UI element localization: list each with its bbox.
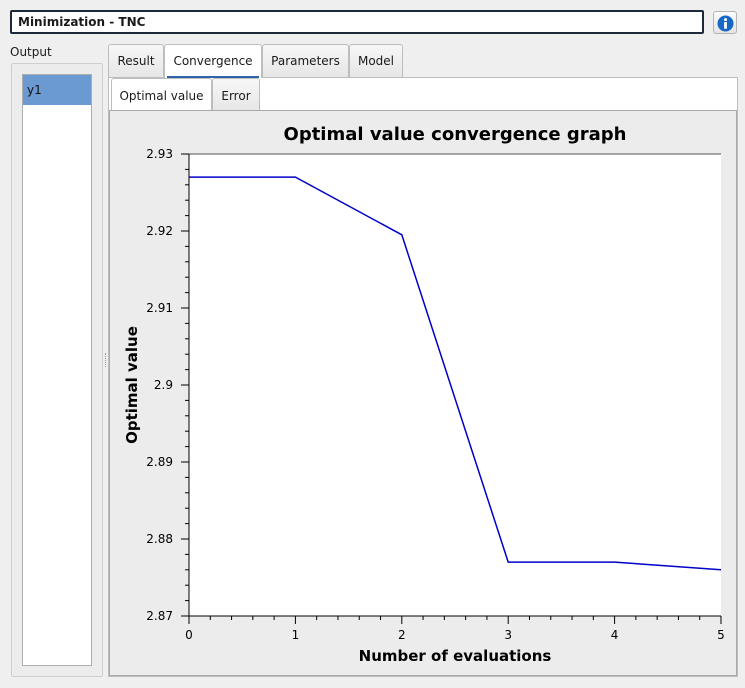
x-axis-label: Number of evaluations [359, 647, 552, 665]
subtab-optimal-value[interactable]: Optimal value [111, 78, 212, 112]
chart-title: Optimal value convergence graph [284, 124, 627, 145]
window-title-field[interactable]: Minimization - TNC [10, 10, 704, 34]
y-tick-label: 2.89 [146, 455, 173, 469]
tab-result[interactable]: Result [108, 44, 164, 77]
info-icon [717, 15, 734, 32]
x-tick-label: 2 [398, 628, 406, 642]
y-tick-label: 2.88 [146, 532, 173, 546]
output-list[interactable]: y1 [22, 74, 92, 666]
y-axis-label: Optimal value [123, 326, 141, 444]
y-tick-label: 2.87 [146, 609, 173, 623]
plot-area [189, 154, 721, 616]
series-line [189, 176, 722, 571]
splitter-handle[interactable] [105, 353, 108, 367]
y-tick-label: 2.9 [154, 378, 173, 392]
y-tick-label: 2.92 [146, 224, 173, 238]
y-tick-label: 2.93 [146, 147, 173, 161]
chart-canvas: Optimal value convergence graph Number o… [123, 124, 725, 665]
subtab-error[interactable]: Error [212, 78, 260, 112]
tab-parameters[interactable]: Parameters [262, 44, 349, 77]
y-tick-label: 2.91 [146, 301, 173, 315]
tab-model[interactable]: Model [349, 44, 403, 77]
x-tick-label: 5 [717, 628, 725, 642]
convergence-chart: Optimal value convergence graph Number o… [109, 110, 737, 676]
output-list-item-y1[interactable]: y1 [23, 75, 91, 105]
x-tick-label: 4 [611, 628, 619, 642]
x-tick-label: 1 [292, 628, 300, 642]
tab-convergence[interactable]: Convergence [164, 44, 262, 78]
x-tick-label: 0 [185, 628, 193, 642]
info-button[interactable] [713, 11, 737, 34]
x-tick-label: 3 [504, 628, 512, 642]
output-label: Output [10, 45, 52, 59]
